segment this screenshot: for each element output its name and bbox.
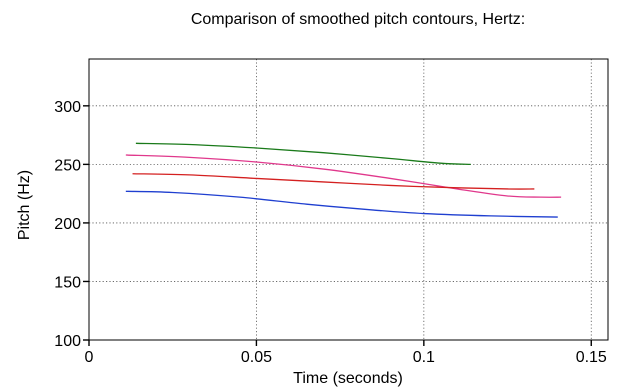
series-line-4 xyxy=(125,190,558,218)
series-line-3 xyxy=(132,173,535,190)
series-lines xyxy=(125,142,562,218)
series-line-2 xyxy=(125,154,562,198)
chart-title: Comparison of smoothed pitch contours, H… xyxy=(191,11,525,28)
y-tick-label: 300 xyxy=(54,99,81,116)
x-tick-label: 0 xyxy=(85,349,94,366)
x-tick-label: 0.15 xyxy=(576,349,607,366)
series-line-1 xyxy=(135,142,471,166)
x-axis-label: Time (seconds) xyxy=(293,370,403,387)
y-tick-label: 100 xyxy=(54,333,81,350)
plot-frame xyxy=(88,58,609,341)
x-tick-label: 0.1 xyxy=(413,349,435,366)
y-tick-label: 250 xyxy=(54,157,81,174)
y-tick-label: 200 xyxy=(54,216,81,233)
y-axis-label: Pitch (Hz) xyxy=(16,170,33,240)
grid-lines xyxy=(89,59,608,340)
x-tick-label: 0.05 xyxy=(241,349,272,366)
axis-ticks: 0 0.05 0.1 0.15 100 150 200 250 300 xyxy=(54,99,607,366)
y-tick-label: 150 xyxy=(54,274,81,291)
